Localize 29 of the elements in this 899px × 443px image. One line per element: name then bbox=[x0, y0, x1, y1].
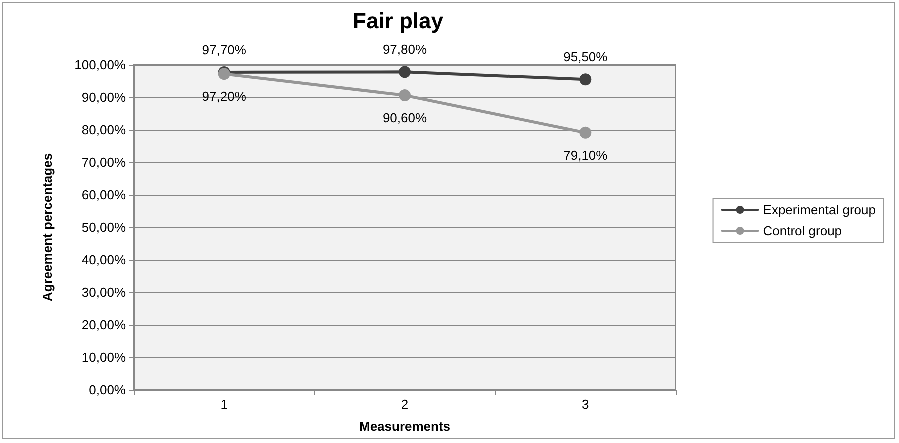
legend-label: Control group bbox=[763, 224, 842, 238]
y-tick-label: 20,00% bbox=[82, 318, 126, 332]
data-label: 97,80% bbox=[382, 42, 428, 58]
legend-label: Experimental group bbox=[763, 202, 876, 218]
y-tick-label: 70,00% bbox=[82, 155, 126, 170]
point bbox=[399, 66, 411, 78]
y-tick-label: 80,00% bbox=[82, 122, 126, 138]
y-tick-label: 100,00% bbox=[74, 58, 126, 72]
x-tick-label: 2 bbox=[401, 397, 409, 412]
y-axis-title: Agreement percentages bbox=[40, 153, 55, 302]
data-label: 97,70% bbox=[202, 42, 247, 58]
x-axis-title: Measurements bbox=[359, 419, 451, 434]
data-label: 95,50% bbox=[564, 50, 608, 65]
data-label: 97,20% bbox=[202, 89, 247, 104]
y-tick-label: 30,00% bbox=[82, 285, 126, 300]
data-label: 90,60% bbox=[382, 110, 428, 126]
y-tick-label: 10,00% bbox=[82, 350, 126, 365]
data-label: 79,10% bbox=[564, 148, 608, 163]
y-tick-label: 60,00% bbox=[82, 188, 126, 202]
x-tick-label: 1 bbox=[220, 397, 228, 412]
y-tick-label: 0,00% bbox=[89, 382, 126, 398]
x-tick-label: 3 bbox=[582, 397, 590, 412]
y-tick-label: 50,00% bbox=[82, 220, 126, 235]
point bbox=[580, 126, 592, 139]
chart-title: Fair play bbox=[353, 8, 444, 34]
point bbox=[399, 90, 411, 102]
point bbox=[580, 74, 592, 86]
y-tick-label: 90,00% bbox=[82, 90, 126, 105]
y-tick-label: 40,00% bbox=[82, 252, 126, 268]
